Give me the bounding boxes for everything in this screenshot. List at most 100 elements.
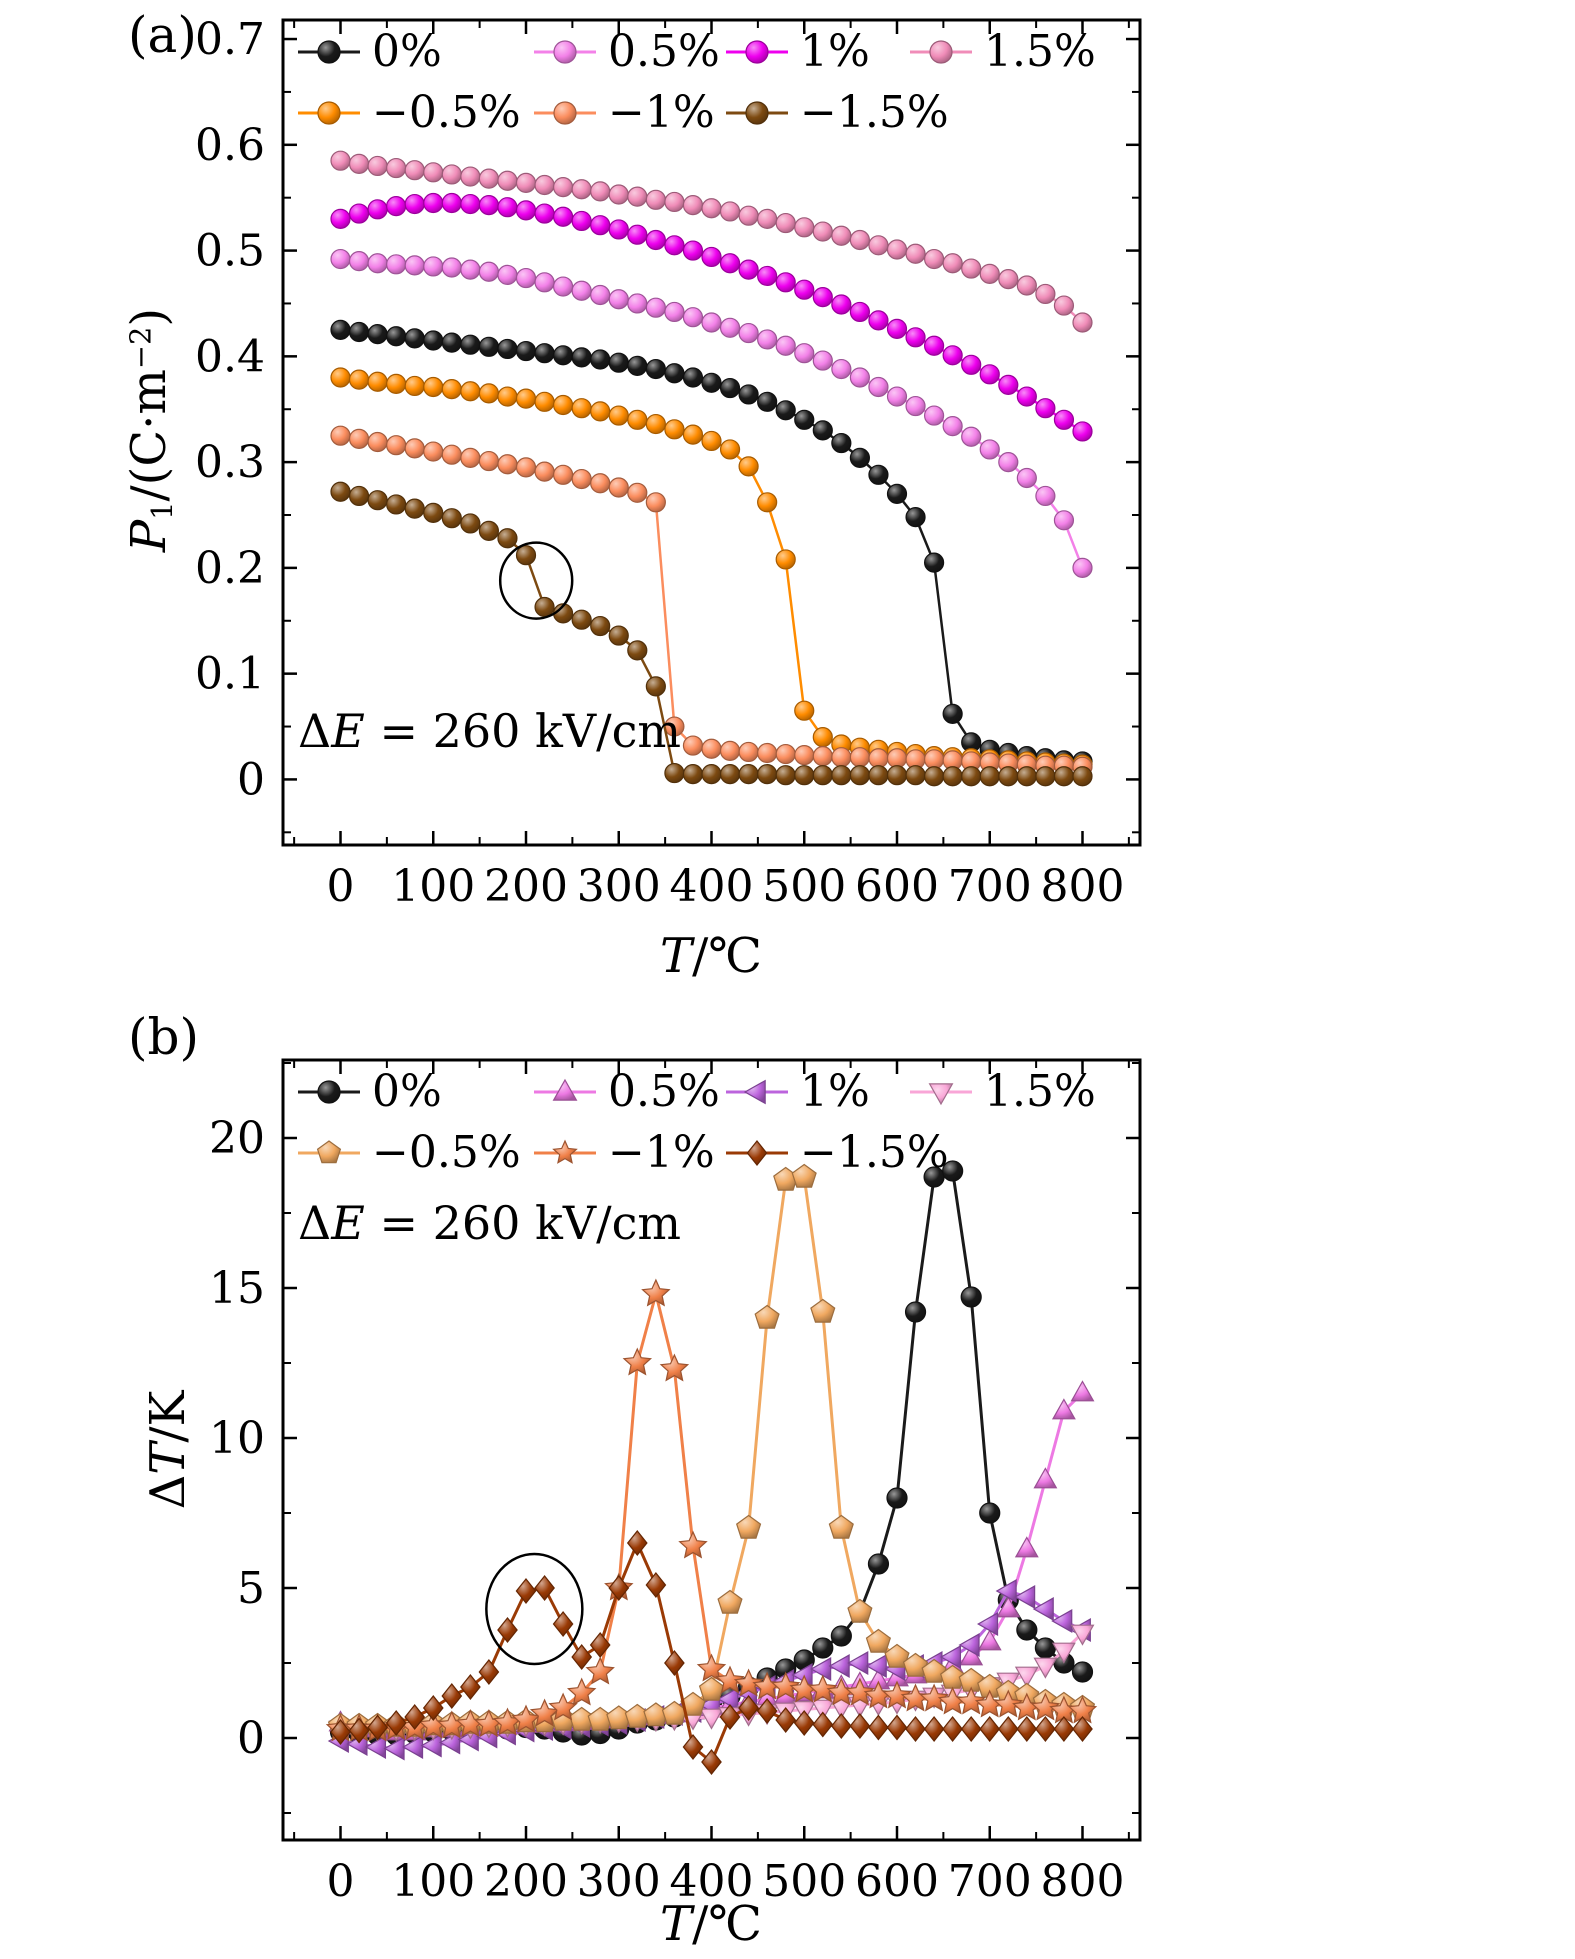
circle-marker <box>386 254 407 275</box>
circle-marker <box>794 279 815 300</box>
circle-marker <box>979 439 1000 460</box>
circle-marker <box>979 364 1000 385</box>
circle-marker <box>497 197 518 218</box>
circle-marker <box>682 424 704 445</box>
circle-marker <box>497 454 518 475</box>
circle-marker <box>849 229 870 251</box>
circle-marker <box>386 196 407 217</box>
triangle-up-legend-icon <box>534 1078 596 1101</box>
svg-text:600: 600 <box>855 1856 939 1907</box>
panel-b-legend: 0% 0.5% 1% 1.5% −0.5% −1% −1.5% <box>296 1066 1096 1178</box>
ylabel-a-symbol: P <box>120 519 177 553</box>
diamond-marker <box>330 1719 351 1745</box>
circle-marker <box>515 340 537 362</box>
circle-marker <box>608 289 629 310</box>
triangle-up-marker <box>1070 1380 1095 1402</box>
circle-marker <box>942 703 963 724</box>
legend-label: 1.5% <box>984 1066 1096 1117</box>
circle-marker <box>460 334 481 355</box>
diamond-marker <box>849 1713 871 1739</box>
star-marker <box>956 1686 986 1715</box>
circle-marker <box>460 166 481 187</box>
pentagon-marker <box>791 1163 817 1188</box>
diamond-marker <box>626 1530 648 1556</box>
panel-a-plot: 0 100 200 300 400 500 600 700 800 0 0.1 0.2 0.3 0.4 0.… <box>195 14 1142 912</box>
circle-marker <box>886 1487 908 1509</box>
svg-text:15: 15 <box>209 1263 265 1314</box>
star-marker <box>1030 1692 1061 1721</box>
circle-legend-icon <box>534 39 596 64</box>
diamond-marker <box>478 1659 500 1685</box>
triangle-up-marker <box>996 1596 1021 1618</box>
circle-marker <box>979 263 1000 284</box>
panel-b-label: (b) <box>128 1008 200 1066</box>
circle-marker <box>868 464 889 485</box>
circle-marker <box>515 457 537 478</box>
circle-marker <box>757 492 778 513</box>
panel-a-field-annotation: ΔE = 260 kV/cm <box>298 704 681 758</box>
circle-marker <box>831 432 852 454</box>
circle-marker <box>886 748 908 769</box>
triangle-down-marker <box>810 1699 835 1721</box>
circle-marker <box>664 301 685 323</box>
series-−1.5% <box>330 1530 1093 1775</box>
circle-marker <box>404 375 425 397</box>
circle-marker <box>831 765 852 786</box>
circle-marker <box>812 221 833 242</box>
diamond-marker <box>960 1716 982 1742</box>
svg-text:0: 0 <box>237 1713 265 1764</box>
xlabel-a-symbol: T <box>660 928 693 984</box>
star-marker <box>566 1677 597 1706</box>
circle-marker <box>849 765 870 786</box>
circle-marker <box>942 1160 964 1182</box>
svg-text:0.4: 0.4 <box>195 331 265 382</box>
panel-b-x-axis-label: T/℃ <box>660 1896 762 1952</box>
circle-marker <box>515 388 537 409</box>
circle-marker <box>627 224 648 245</box>
circle-marker <box>571 609 592 630</box>
triangle-down-marker <box>1033 1657 1058 1679</box>
legend-label: 0.5% <box>608 1066 720 1117</box>
circle-marker <box>868 765 889 786</box>
circle-marker <box>348 203 370 224</box>
circle-marker <box>627 640 648 661</box>
star-marker <box>882 1680 912 1709</box>
circle-marker <box>1035 766 1056 787</box>
circle-marker <box>868 235 889 256</box>
circle-marker <box>1053 409 1075 430</box>
circle-marker <box>441 192 462 214</box>
circle-marker <box>775 212 796 234</box>
circle-marker <box>923 335 945 356</box>
circle-marker <box>367 490 388 511</box>
circle-marker <box>404 498 425 519</box>
circle-marker <box>961 354 982 375</box>
svg-text:0: 0 <box>237 754 265 805</box>
triangle-down-marker <box>1051 1642 1076 1664</box>
legend-item-0%: 0% <box>296 1066 532 1117</box>
triangle-left-marker <box>828 1654 850 1678</box>
diamond-marker <box>1053 1716 1075 1742</box>
legend-label: −0.5% <box>372 1127 521 1178</box>
svg-text:0.3: 0.3 <box>195 437 265 488</box>
circle-marker <box>812 727 833 748</box>
circle-marker <box>423 330 444 351</box>
circle-marker <box>868 748 889 769</box>
circle-marker <box>775 272 796 293</box>
circle-marker <box>682 764 704 785</box>
circle-marker <box>627 293 648 314</box>
xlabel-b-symbol: T <box>660 1896 693 1952</box>
circle-marker <box>460 513 481 534</box>
series-0.5% <box>330 248 1093 578</box>
triangle-up-marker <box>1033 1467 1058 1489</box>
panel-b-y-axis-label: ΔT/K <box>140 1391 196 1510</box>
annotation-a-symbol: E <box>331 704 365 758</box>
circle-marker <box>719 740 741 761</box>
svg-text:500: 500 <box>762 861 846 912</box>
circle-marker <box>348 251 370 272</box>
star-marker <box>696 1653 727 1682</box>
pentagon-marker <box>754 1304 780 1329</box>
circle-marker <box>590 401 611 422</box>
annotation-b-symbol: E <box>331 1196 365 1250</box>
legend-item-1%: 1% <box>724 26 908 77</box>
diamond-legend-icon <box>726 1139 788 1166</box>
